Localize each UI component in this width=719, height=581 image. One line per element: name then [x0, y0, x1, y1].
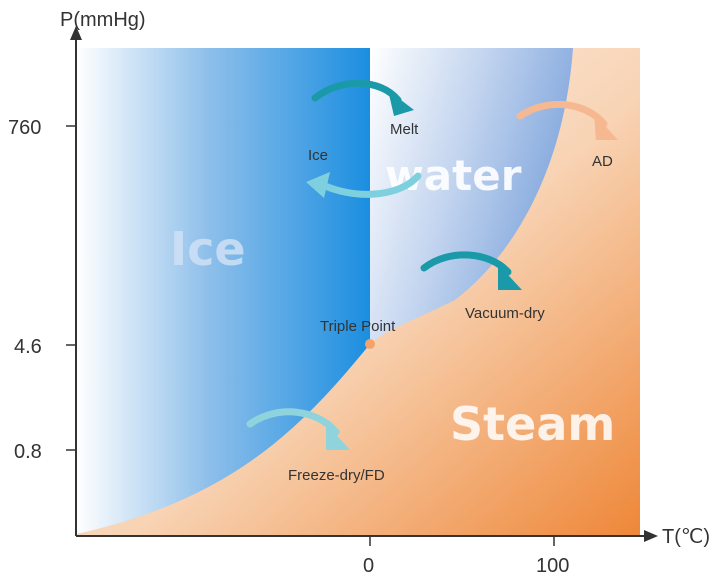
- freeze-dry-arrow-icon: [246, 408, 340, 436]
- label-vacuum-dry: Vacuum-dry: [465, 305, 545, 322]
- y-tick-label-4.6: 4.6: [14, 336, 42, 358]
- ice-arrowhead-icon: [306, 172, 330, 198]
- region-label-ice: Ice: [170, 222, 246, 276]
- triple-point-marker: [365, 339, 375, 349]
- label-ad: AD: [592, 153, 613, 170]
- x-axis-title: T(℃): [662, 526, 710, 548]
- region-label-steam: Steam: [450, 397, 615, 451]
- label-ice-transition: Ice: [308, 147, 328, 164]
- y-tick-label-760: 760: [8, 117, 41, 139]
- freeze-dry-arrowhead-icon: [326, 424, 350, 450]
- region-label-water: water: [385, 151, 522, 200]
- x-tick-label-100: 100: [536, 555, 569, 577]
- label-triple-point: Triple Point: [320, 318, 396, 335]
- ad-arrow-icon: [516, 101, 608, 128]
- ice-arrow-icon: [321, 172, 422, 198]
- label-melt: Melt: [390, 121, 419, 138]
- vacuum-dry-arrow-icon: [420, 251, 512, 276]
- y-axis-arrow-icon: [70, 26, 82, 40]
- ad-arrowhead-icon: [594, 114, 618, 140]
- melt-arrowhead-icon: [388, 90, 414, 116]
- x-axis-arrow-icon: [644, 530, 658, 542]
- vacuum-dry-arrowhead-icon: [498, 264, 522, 290]
- water-region: [370, 48, 573, 344]
- y-tick-label-0.8: 0.8: [14, 441, 42, 463]
- y-axis-title: P(mmHg): [60, 9, 146, 31]
- label-freeze-dry: Freeze-dry/FD: [288, 467, 385, 484]
- x-tick-label-0: 0: [363, 555, 374, 577]
